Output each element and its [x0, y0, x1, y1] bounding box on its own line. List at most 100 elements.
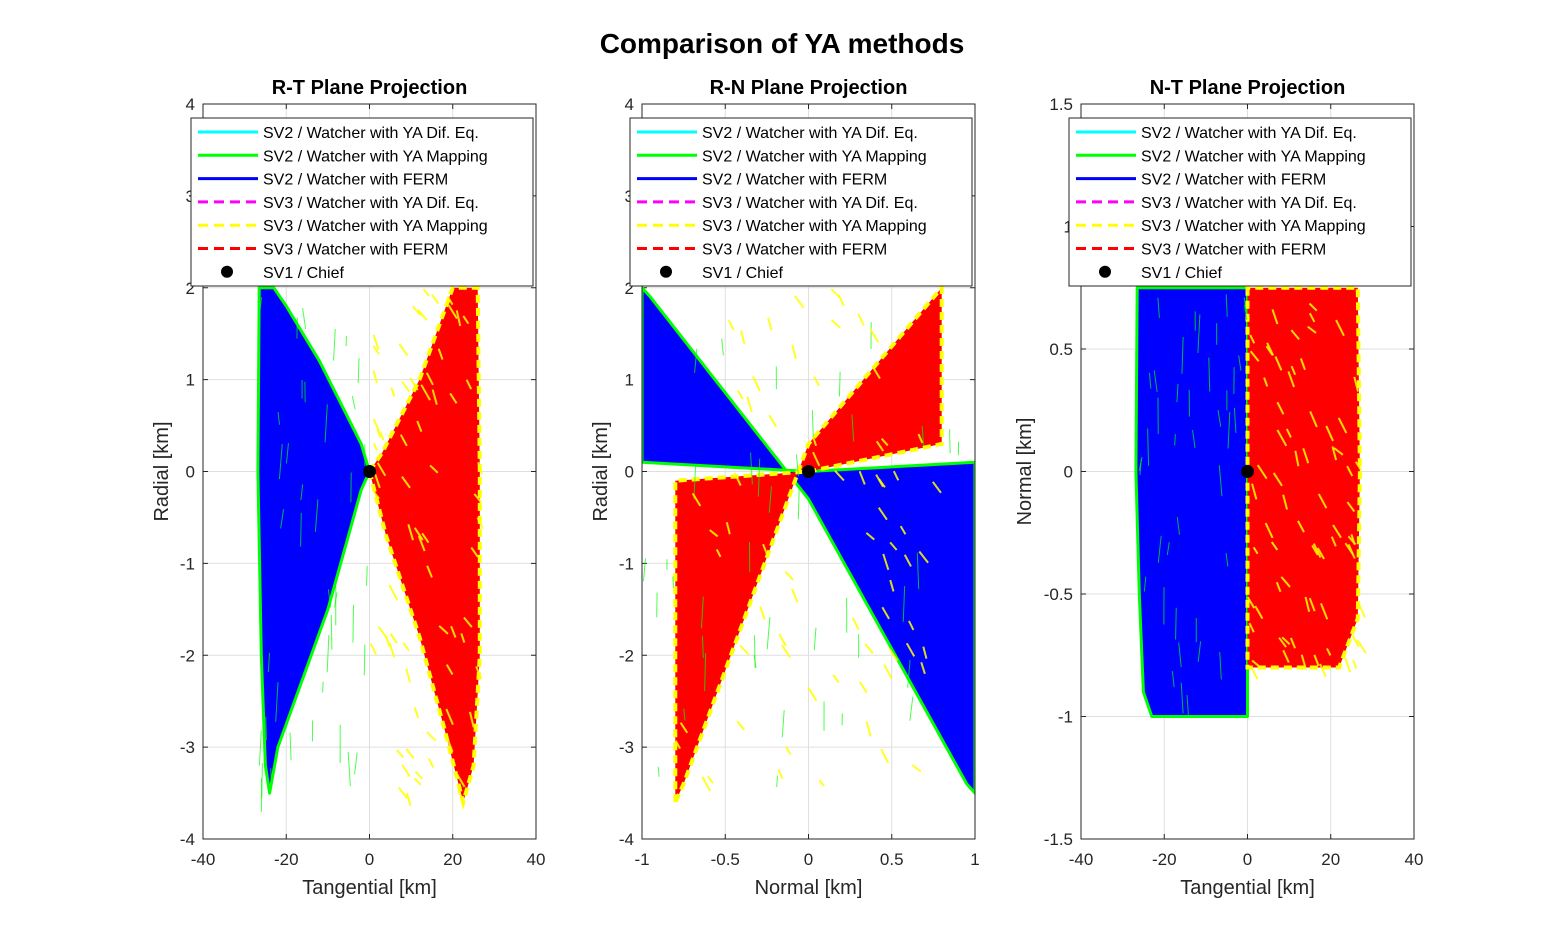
- y-tick-label: -4: [619, 830, 634, 849]
- sv3-texture: [877, 507, 888, 521]
- y-tick-label: 1: [1064, 218, 1073, 237]
- y-tick-label: -2: [180, 646, 195, 665]
- sv2-texture: [258, 730, 262, 766]
- sv3-texture: [372, 418, 380, 432]
- sv3-texture: [411, 305, 422, 316]
- sv3-texture: [830, 319, 841, 329]
- legend-entry-label: SV2 / Watcher with YA Mapping: [263, 148, 488, 165]
- sv3-texture: [871, 365, 881, 380]
- sv3-texture: [1274, 356, 1283, 371]
- legend-entry-label: SV2 / Watcher with FERM: [702, 172, 887, 189]
- sv3-texture: [1271, 309, 1279, 325]
- sv3-texture: [1249, 334, 1256, 344]
- sv2-trajectory: [256, 286, 371, 795]
- sv3-texture: [1344, 657, 1352, 673]
- sv3-texture: [1248, 622, 1255, 633]
- sv2-texture: [347, 751, 351, 787]
- sv3-texture: [1290, 365, 1297, 376]
- sv3-texture: [1352, 659, 1358, 669]
- sv3-texture: [882, 553, 890, 571]
- sv3-texture: [905, 642, 916, 657]
- sv3-trajectory: [1245, 285, 1362, 670]
- sv3-texture: [762, 543, 769, 557]
- y-axis-label: Normal [km]: [1014, 418, 1036, 526]
- sv3-texture: [405, 748, 415, 759]
- sv3-texture: [725, 521, 731, 535]
- sv3-texture: [426, 565, 433, 578]
- legend-entry-label: SV1 / Chief: [263, 265, 344, 282]
- sv3-texture: [1287, 371, 1295, 388]
- sv3-texture: [476, 517, 484, 530]
- sv2-texture: [285, 443, 289, 464]
- sv2-texture: [351, 396, 356, 410]
- sv3-texture: [917, 433, 924, 444]
- sv3-texture: [1332, 524, 1342, 539]
- sv3-texture: [446, 295, 454, 306]
- y-tick-label: -1: [619, 554, 634, 573]
- sv3-texture: [372, 345, 380, 355]
- sv3-texture: [1331, 446, 1338, 461]
- sv3-texture: [426, 731, 437, 742]
- sv3-texture: [377, 626, 388, 639]
- sv3-texture: [389, 633, 398, 644]
- sv3-texture: [706, 775, 714, 784]
- sv3-texture: [830, 288, 841, 299]
- sv3-texture: [406, 792, 412, 806]
- sv2-texture: [757, 458, 761, 497]
- x-tick-label: 0: [804, 850, 813, 869]
- sv3-texture: [1281, 636, 1291, 645]
- sv3-texture: [417, 535, 426, 552]
- sv3-texture: [1254, 605, 1264, 620]
- sv3-texture: [1300, 654, 1308, 671]
- sv3-texture: [449, 392, 458, 404]
- sv3-texture: [733, 472, 742, 487]
- sv2-texture: [1225, 552, 1229, 567]
- sv3-trajectory: [673, 282, 944, 804]
- sv3-texture: [1308, 597, 1316, 612]
- legend-entry-label: SV2 / Watcher with YA Mapping: [702, 148, 927, 165]
- sv3-texture: [1276, 401, 1285, 415]
- sv3-texture: [1356, 639, 1367, 654]
- sv3-texture: [477, 461, 483, 475]
- sv2-texture: [768, 486, 772, 513]
- sv3-texture: [736, 720, 746, 731]
- sv3-texture: [372, 443, 378, 451]
- x-tick-label: -0.5: [711, 850, 740, 869]
- sv2-texture: [352, 605, 354, 643]
- sv3-texture: [701, 776, 711, 792]
- legend-entry-label: SV3 / Watcher with YA Mapping: [702, 218, 927, 235]
- sv3-texture: [437, 348, 444, 360]
- sv2-trajectory: [1134, 286, 1249, 718]
- sv2-texture: [766, 617, 771, 650]
- sv2-texture: [275, 682, 279, 722]
- sv3-texture: [455, 310, 462, 327]
- axes-frame: [641, 103, 976, 840]
- sv3-texture: [376, 462, 387, 477]
- sv3-texture: [374, 473, 381, 489]
- chief-marker: [1241, 465, 1254, 478]
- x-tick-label: -1: [634, 850, 649, 869]
- sv3-texture: [1354, 461, 1363, 472]
- legend-entry-label: SV2 / Watcher with FERM: [1141, 172, 1326, 189]
- y-tick-label: 0: [186, 463, 195, 482]
- sv2-texture: [1243, 304, 1248, 320]
- sv3-texture: [1346, 465, 1354, 477]
- sv2-texture: [1197, 314, 1201, 354]
- sv3-texture: [1326, 648, 1332, 656]
- sv3-texture: [807, 687, 818, 702]
- sv2-texture: [1176, 383, 1179, 403]
- x-tick-label: 40: [1405, 850, 1424, 869]
- sv2-texture: [300, 484, 304, 501]
- sv3-texture: [1312, 543, 1322, 558]
- legend-entry-label: SV3 / Watcher with YA Mapping: [1141, 218, 1366, 235]
- sv3-texture: [892, 470, 900, 481]
- legend-entry-label: SV3 / Watcher with YA Dif. Eq.: [702, 195, 918, 212]
- y-tick-label: 4: [625, 95, 634, 114]
- sv3-texture: [858, 470, 866, 485]
- sv2-texture: [1227, 412, 1231, 449]
- y-tick-label: -2: [619, 646, 634, 665]
- sv2-texture: [902, 586, 906, 622]
- subplot-2: -1 -0.5 0 0.5 1 -4 -3 -2 -1 0 1 2 3 4 R-N Plane Projec…: [590, 77, 980, 899]
- x-tick-label: 20: [1321, 850, 1340, 869]
- sv3-texture: [1250, 666, 1259, 680]
